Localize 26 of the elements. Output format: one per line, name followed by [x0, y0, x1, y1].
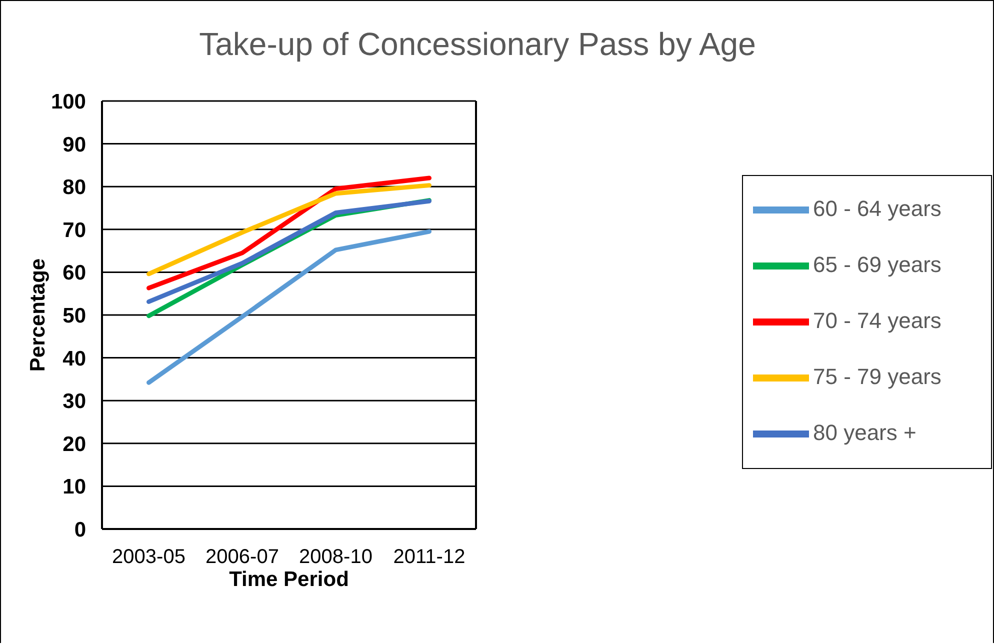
line-series	[146, 229, 432, 385]
legend-label: 75 - 79 years	[813, 364, 942, 389]
y-tick-label: 100	[50, 90, 86, 114]
chart-title: Take-up of Concessionary Pass by Age	[198, 26, 757, 63]
legend-label: 60 - 64 years	[813, 196, 942, 221]
x-tick-label: 2006-07	[206, 546, 279, 568]
y-tick-label: 50	[62, 304, 86, 328]
y-tick-label: 30	[62, 390, 86, 414]
y-tick-label: 0	[74, 518, 86, 542]
line-series	[146, 183, 432, 276]
y-tick-label: 40	[62, 347, 86, 370]
y-tick-label: 90	[62, 133, 86, 156]
line-series	[146, 176, 432, 290]
y-tick-label: 80	[62, 176, 86, 200]
x-tick-label: 2008-10	[299, 546, 372, 568]
legend-label: 70 - 74 years	[813, 308, 942, 333]
y-tick-label: 10	[62, 476, 86, 499]
legend-label: 80 years +	[813, 420, 916, 445]
y-tick-label: 70	[62, 218, 86, 242]
x-tick-label: 2003-05	[112, 546, 186, 568]
y-axis-title: Percentage	[26, 258, 50, 372]
legend-label: 65 - 69 years	[813, 252, 942, 277]
x-axis-title: Time Period	[229, 568, 349, 591]
y-tick-label: 20	[62, 432, 86, 456]
y-tick-label: 60	[62, 262, 86, 285]
x-tick-label: 2011-12	[393, 546, 466, 568]
